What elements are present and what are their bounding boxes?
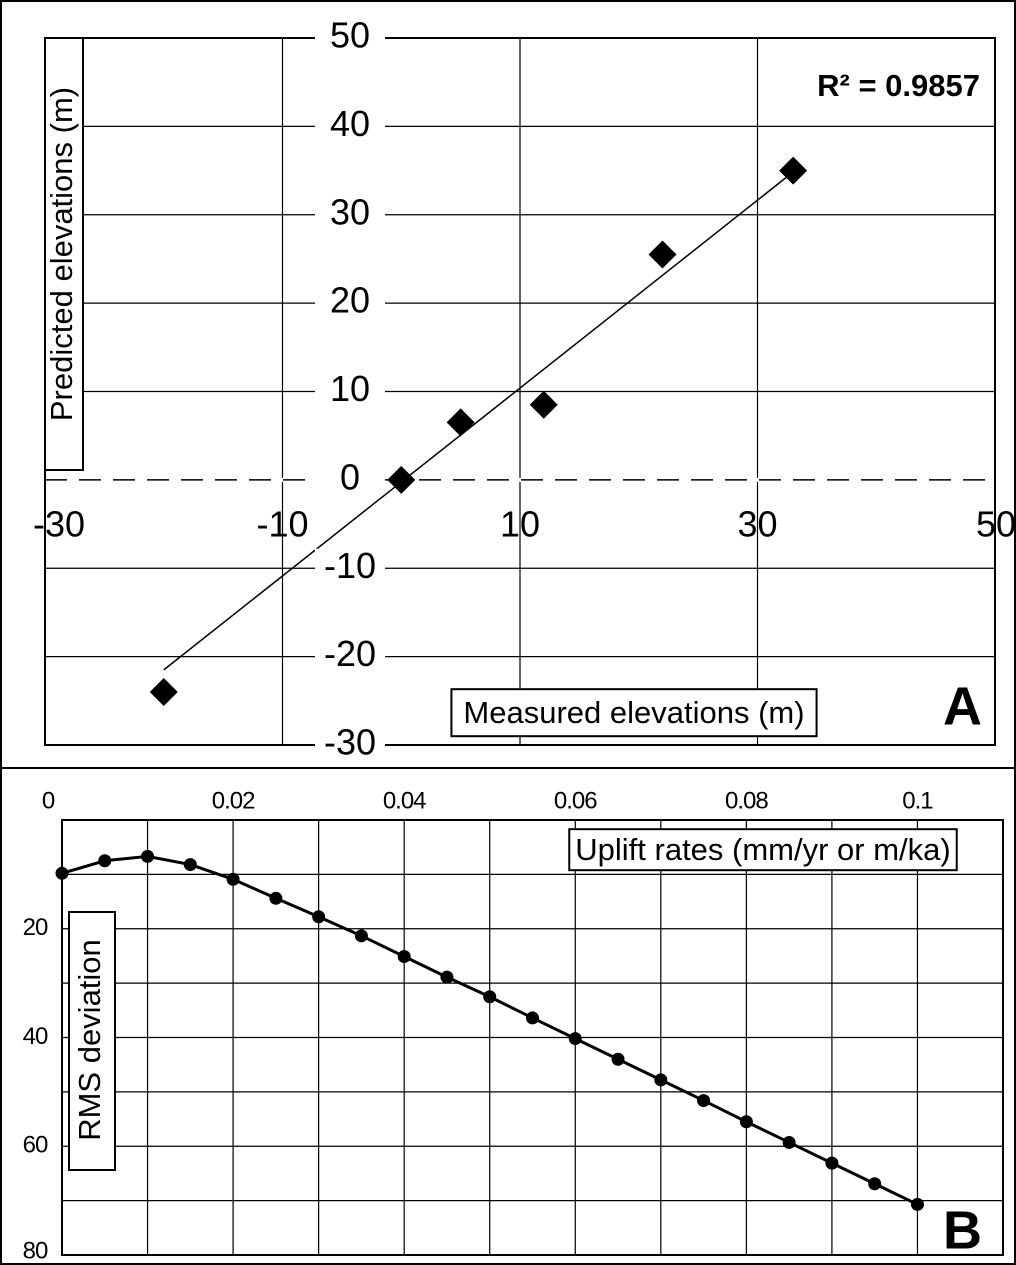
data-point [654,1073,668,1087]
y-tick-label-bg [315,460,385,494]
y-tick-label-bg [315,548,385,582]
y-tick-label: 50 [330,15,370,56]
y-tick-label: 80 [23,1237,48,1264]
y-axis-title: RMS deviation [72,939,107,1141]
x-tick-label: 50 [976,504,1016,545]
x-tick-label: 0.1 [902,787,933,814]
data-point [312,910,326,924]
x-tick-label: 0.04 [383,787,426,814]
y-tick-label: -30 [324,722,376,763]
panel-label: B [943,1200,982,1260]
y-tick-label: 10 [330,368,370,409]
y-tick-label-bg [315,106,385,140]
x-tick-label: 10 [500,504,540,545]
data-point [354,929,368,943]
y-tick-label: -20 [324,633,376,674]
data-point [149,677,178,706]
y-tick-label-bg [315,18,385,52]
data-point [910,1197,924,1211]
data-point [697,1094,711,1108]
data-point [98,854,112,868]
y-tick-label: 60 [23,1132,48,1159]
y-tick-label-bg [315,637,385,671]
x-axis-title: Measured elevations (m) [463,695,804,730]
x-tick-label: 30 [737,504,777,545]
x-tick-label: -10 [256,504,308,545]
x-tick-label: -30 [33,504,85,545]
y-tick-label: 40 [23,1023,48,1050]
y-tick-label: -10 [324,545,376,586]
data-point [825,1156,839,1170]
y-tick-label: 40 [330,103,370,144]
data-point [739,1115,753,1129]
data-point [387,465,416,494]
x-tick-label: 0.08 [725,787,768,814]
x-tick-label: 0.06 [554,787,597,814]
y-tick-label-bg [315,372,385,406]
data-point [568,1032,582,1046]
data-point [611,1052,625,1066]
y-axis-title-box [44,37,84,471]
data-point [868,1177,882,1191]
data-point [648,240,677,269]
x-axis-title-box [568,828,958,872]
data-point [55,866,69,880]
data-point [529,390,558,419]
x-axis-title: Uplift rates (mm/yr or m/ka) [575,832,950,867]
data-point [526,1011,539,1025]
data-point [397,949,411,963]
y-tick-label-bg [315,283,385,317]
y-tick-label: 30 [330,191,370,232]
y-tick-label: 20 [330,280,370,321]
trendline [163,177,787,671]
panel-label: A [943,676,982,736]
data-point [782,1135,796,1149]
data-point [483,990,497,1004]
y-axis-title: Predicted elevations (m) [44,87,79,421]
y-tick-label: 0 [340,456,360,497]
x-tick-label: 0.02 [212,787,255,814]
data-point [779,156,808,185]
data-point [183,858,197,872]
reference-line-mask [46,477,994,482]
annotation: R² = 0.9857 [817,68,980,103]
data-point [446,408,475,437]
data-point [269,891,283,905]
x-axis-title-box [450,688,818,738]
y-tick-label: 20 [23,914,48,941]
data-point [141,849,155,863]
data-point [226,872,240,886]
data-point [440,970,454,984]
x-tick-label: 0 [42,787,55,814]
y-tick-label-bg [315,725,385,759]
y-tick-label-bg [315,195,385,229]
y-axis-title-box [68,911,116,1171]
